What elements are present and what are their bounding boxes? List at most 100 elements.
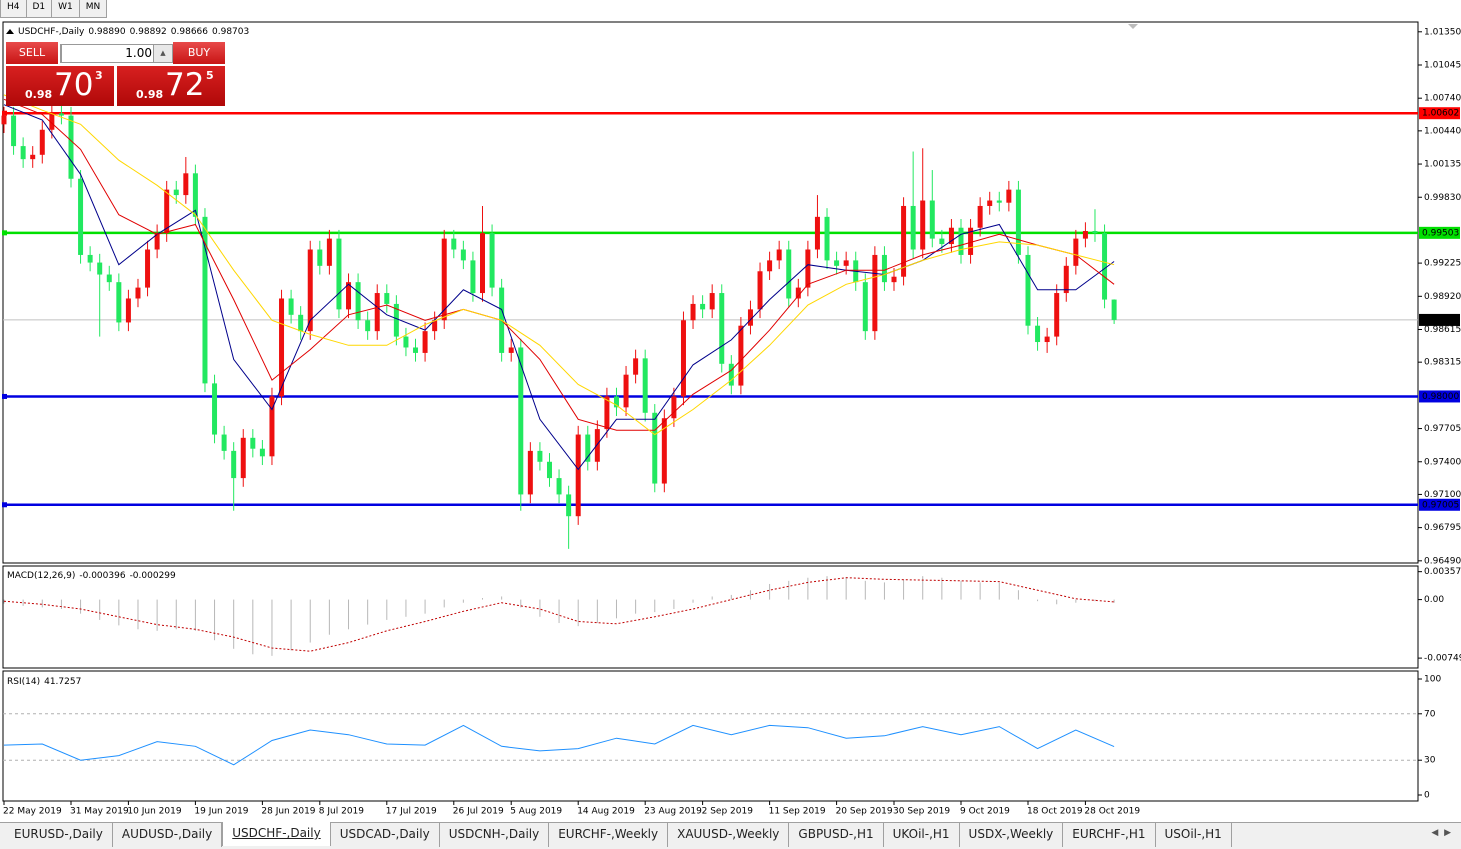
level-label: 0.97005 (1422, 500, 1459, 510)
ask-quote[interactable]: 0.98 72 5 (117, 66, 225, 106)
x-tick-label: 18 Oct 2019 (1027, 807, 1083, 817)
macd-bar (1075, 599, 1077, 603)
chart-tab[interactable]: USDCNH-,Daily (440, 823, 550, 847)
candle-body (460, 249, 466, 261)
period-button[interactable]: W1 (51, 0, 80, 18)
candle-body (384, 293, 390, 304)
candle-body (413, 347, 419, 353)
candle-body (537, 450, 543, 462)
candle-body (20, 146, 26, 160)
y-tick-label: 0.97705 (1424, 424, 1461, 434)
candle-body (910, 205, 916, 250)
chart-tab[interactable]: GBPUSD-,H1 (789, 823, 884, 847)
candle-body (422, 331, 428, 353)
macd-bar (424, 599, 426, 614)
chart-tabs: EURUSD-,Daily AUDUSD-,Daily USDCHF-,Daily U… (0, 822, 1461, 849)
tab-scroll[interactable]: ◀ ▶ (1431, 828, 1451, 838)
y-tick-label: 0.98315 (1424, 358, 1461, 368)
candle-body (738, 325, 744, 386)
candle-body (116, 282, 122, 323)
chart-tab[interactable]: EURCHF-,Weekly (549, 823, 669, 847)
chart-tab[interactable]: USDX-,Weekly (960, 823, 1064, 847)
y-tick-label: 1.00440 (1424, 126, 1461, 136)
bid-quote[interactable]: 0.98 70 3 (6, 66, 114, 106)
macd-bar (922, 576, 924, 600)
candle-body (824, 216, 830, 261)
rsi-panel (2, 670, 1419, 802)
candle-body (183, 173, 189, 196)
candle-body (346, 282, 352, 310)
candle-body (747, 309, 753, 326)
candle-body (68, 115, 74, 179)
x-tick-label: 14 Aug 2019 (577, 807, 635, 817)
macd-bar (654, 599, 656, 613)
chart-tab[interactable]: USOil-,H1 (1156, 823, 1232, 847)
period-button[interactable]: MN (78, 0, 108, 18)
candle-body (269, 396, 275, 457)
buy-button[interactable]: BUY (173, 42, 225, 64)
macd-header: MACD(12,26,9) -0.000396 -0.000299 (7, 571, 176, 581)
candle-body (690, 303, 696, 321)
chart-tab[interactable]: EURCHF-,H1 (1063, 823, 1156, 847)
candle-body (843, 260, 849, 266)
candle-body (1, 115, 7, 125)
macd-bar (826, 576, 828, 600)
level-marker (2, 393, 7, 399)
candle-body (164, 189, 170, 234)
candle-body (929, 200, 935, 239)
macd-bar (328, 599, 330, 635)
macd-bar (214, 599, 216, 641)
candle-body (1006, 189, 1012, 203)
lot-up[interactable]: ▲ (153, 44, 173, 63)
macd-bar (1037, 599, 1039, 602)
candle-body (585, 434, 591, 462)
sell-button[interactable]: SELL (6, 42, 58, 64)
candle-body (987, 200, 993, 206)
x-tick-label: 30 Sep 2019 (893, 807, 950, 817)
chart-tab[interactable]: XAUUSD-,Weekly (668, 823, 790, 847)
level-marker (2, 230, 7, 236)
candle-body (1073, 238, 1079, 266)
chart-tab[interactable]: USDCAD-,Daily (331, 823, 440, 847)
chart-tab[interactable]: AUDUSD-,Daily (113, 823, 223, 847)
candle-body (575, 434, 581, 517)
x-tick-label: 23 Aug 2019 (644, 807, 702, 817)
chart-tab[interactable]: EURUSD-,Daily (5, 823, 113, 847)
macd-bar (501, 596, 503, 600)
macd-bar (960, 580, 962, 600)
candle-body (862, 282, 868, 332)
candle-body (546, 461, 552, 479)
candle-body (1082, 230, 1088, 239)
x-tick-label: 28 Jun 2019 (261, 807, 315, 817)
candle-body (1044, 336, 1050, 343)
candle-body (480, 233, 485, 294)
lot-input[interactable]: 1.00 (61, 44, 175, 63)
candle-body (145, 249, 151, 288)
y-tick-label: 0.003574 (1424, 567, 1461, 577)
macd-bar (998, 582, 1000, 600)
chart-tab[interactable]: USDCHF-,Daily (222, 822, 331, 846)
candle-body (566, 494, 572, 517)
candle-body (633, 358, 639, 375)
macd-bar (290, 599, 292, 651)
macd-bar (80, 599, 82, 614)
candle-body (680, 320, 686, 397)
macd-bar (673, 599, 675, 609)
macd-bar (1056, 599, 1058, 605)
candle-body (231, 450, 237, 479)
y-tick-label: 1.00740 (1424, 94, 1461, 104)
y-tick-label: 0 (1424, 791, 1430, 801)
macd-bar (1017, 590, 1019, 600)
macd-bar (252, 599, 254, 655)
macd-bar (807, 577, 809, 600)
period-button[interactable]: H4 (0, 0, 27, 18)
macd-bar (194, 599, 196, 631)
period-button[interactable]: D1 (25, 0, 53, 18)
price-header: USDCHF-,Daily 0.98890 0.98892 0.98666 0.9870… (18, 27, 249, 37)
ask-pips: 72 (165, 67, 205, 103)
candle-body (728, 363, 734, 386)
x-tick-label: 9 Oct 2019 (960, 807, 1010, 817)
macd-bar (520, 599, 522, 608)
candle-body (1035, 325, 1041, 343)
chart-tab[interactable]: UKOil-,H1 (884, 823, 960, 847)
